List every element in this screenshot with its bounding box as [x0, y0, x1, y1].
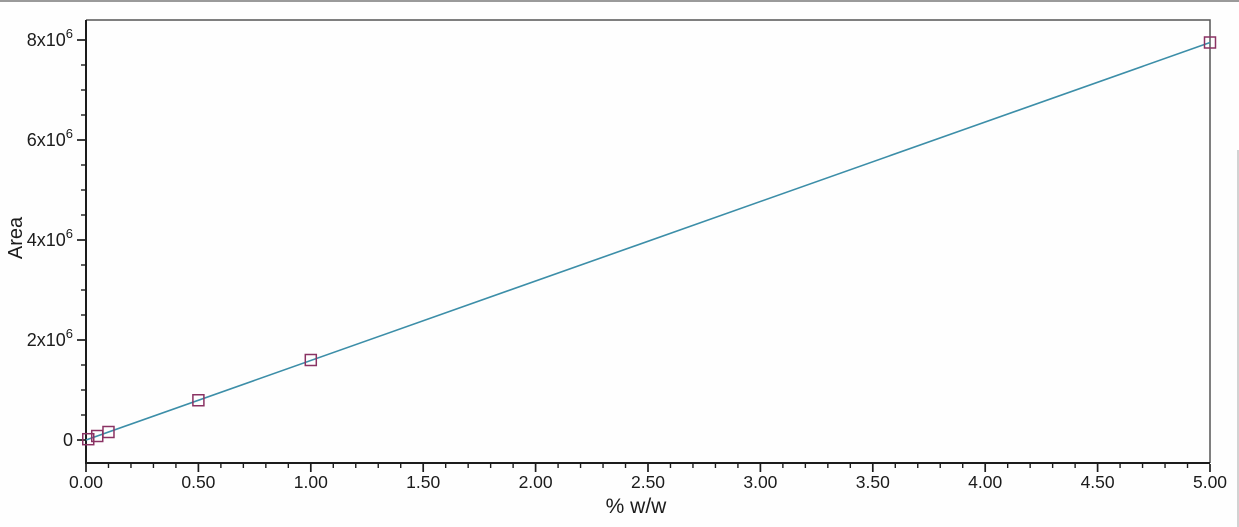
y-axis-tick-labels: 0 2x106 4x106 6x106 8x106	[27, 26, 73, 450]
y-axis-title: Area	[5, 216, 27, 260]
svg-text:4.00: 4.00	[968, 472, 1002, 492]
window-right-edge	[1237, 150, 1239, 527]
fit-line	[85, 41, 1211, 441]
svg-text:4.50: 4.50	[1081, 472, 1115, 492]
plot-axes	[85, 20, 1210, 464]
svg-text:6x106: 6x106	[27, 126, 73, 150]
x-axis-minor-ticks	[107, 464, 1189, 468]
svg-text:2.50: 2.50	[631, 472, 665, 492]
x-axis-tick-labels: 0.00 0.50 1.00 1.50 2.00 2.50 3.00 3.50 4.00 4.50…	[69, 472, 1227, 492]
svg-text:0: 0	[63, 430, 73, 450]
data-point-marker	[102, 425, 115, 439]
svg-text:1.00: 1.00	[294, 472, 328, 492]
svg-text:3.00: 3.00	[743, 472, 777, 492]
svg-text:8x106: 8x106	[27, 26, 73, 50]
x-axis-title: % w/w	[605, 495, 667, 518]
data-points	[81, 36, 1217, 446]
data-point-marker	[304, 353, 318, 367]
plot-frame	[86, 19, 1211, 463]
data-point-marker	[192, 394, 205, 407]
svg-text:4x106: 4x106	[27, 226, 73, 250]
y-axis-minor-ticks	[81, 64, 85, 416]
svg-text:3.50: 3.50	[856, 472, 890, 492]
data-point-marker	[81, 432, 95, 446]
x-axis-major-ticks	[85, 464, 1211, 472]
y-axis-major-ticks	[77, 39, 85, 441]
svg-text:2.00: 2.00	[519, 472, 553, 492]
svg-text:1.50: 1.50	[406, 472, 440, 492]
window-top-edge	[0, 0, 1239, 2]
svg-text:2x106: 2x106	[27, 326, 73, 350]
svg-text:0.50: 0.50	[181, 472, 215, 492]
data-point-marker	[1203, 36, 1217, 49]
svg-text:5.00: 5.00	[1193, 472, 1227, 492]
svg-text:0.00: 0.00	[69, 472, 103, 492]
